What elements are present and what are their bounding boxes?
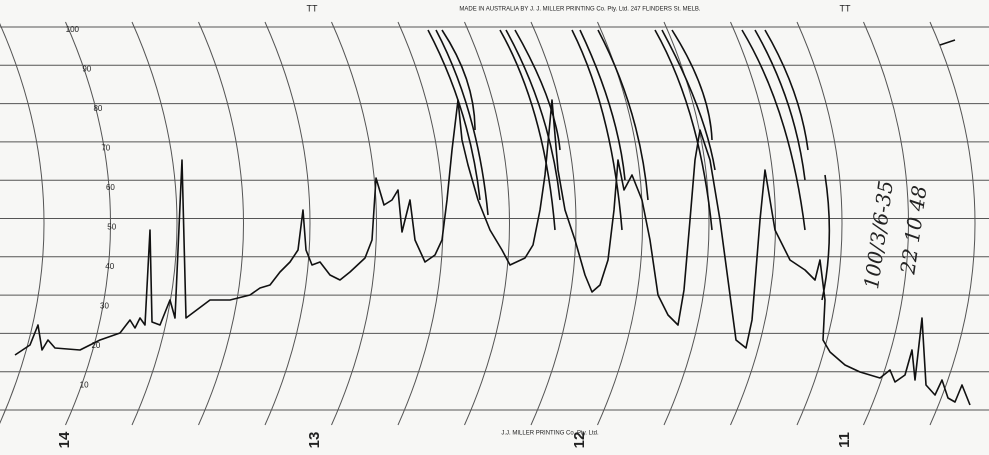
hour-label: 11 [836,432,853,448]
pen-swings [427,29,956,301]
grid [0,21,989,426]
scale-label: 80 [93,104,102,113]
scale-label: 100 [66,25,80,34]
scale-label: 50 [107,223,116,232]
scale-label: 10 [80,381,89,390]
scale-label: 90 [82,65,91,74]
time-arc [331,21,377,426]
scale-label: 30 [100,302,109,311]
hours: 14 13 12 11 [56,431,853,448]
date: 22 10 48 [895,184,931,277]
time-arc [65,21,111,426]
time-arc [929,21,976,426]
top-mark: TT [307,3,318,13]
scale-label: 60 [106,183,115,192]
scale: 100 90 80 70 60 50 40 30 20 10 [66,25,117,390]
chart-id: 100/3/6-35 [859,179,898,291]
scale-label: 40 [105,262,114,271]
top-mark: TT [840,3,851,13]
time-arc [198,21,244,426]
time-arc [464,21,510,426]
time-arc [863,21,909,426]
scale-label: 70 [101,144,110,153]
imprint: MADE IN AUSTRALIA BY J. J. MILLER PRINTI… [459,7,701,13]
time-arc [264,21,311,426]
time-arc [530,21,577,426]
time-arc [131,21,178,426]
hour-label: 13 [306,432,323,449]
time-arc [730,21,776,426]
time-arc [796,21,843,426]
trace [14,99,971,406]
time-arc [597,21,643,426]
hour-label: 12 [571,432,588,449]
time-arc [397,21,444,426]
time-arc [663,21,710,426]
scale-label: 20 [91,341,100,350]
hour-label: 14 [56,431,73,448]
footer-imprint: J.J. MILLER PRINTING Co. Pty. Ltd. [501,431,599,437]
time-arc [0,23,45,424]
